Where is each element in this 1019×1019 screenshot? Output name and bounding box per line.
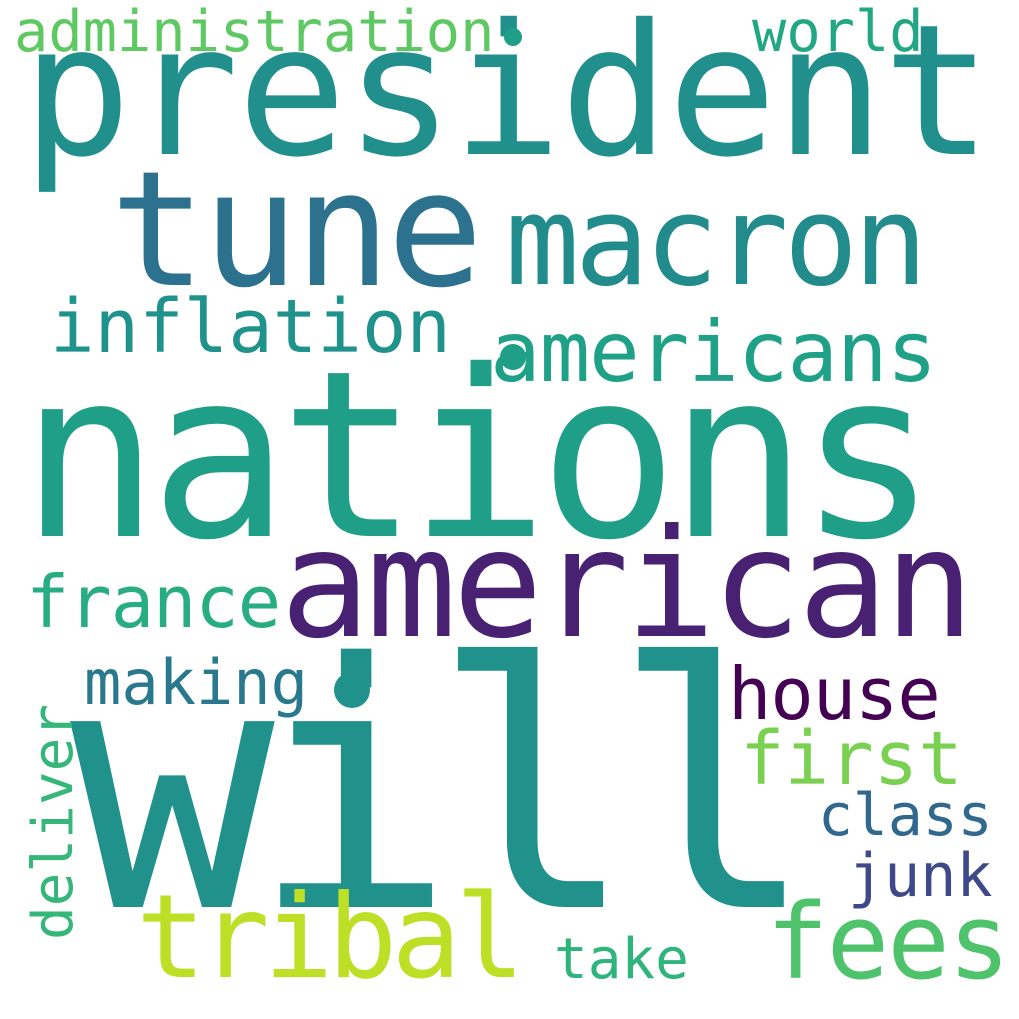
word-junk: junk bbox=[848, 841, 993, 911]
word-macron: macron bbox=[505, 170, 928, 314]
word-world: world bbox=[752, 0, 924, 65]
word-administration: administration bbox=[14, 0, 495, 65]
word-class: class bbox=[818, 781, 993, 849]
word-house: house bbox=[728, 652, 941, 736]
word-fees: fees bbox=[766, 881, 1010, 1003]
word-first: first bbox=[740, 716, 963, 802]
dot-3 bbox=[334, 672, 370, 708]
word-will: will bbox=[70, 592, 817, 988]
word-france: france bbox=[26, 560, 281, 644]
word-deliver: deliver bbox=[21, 703, 86, 940]
word-inflation: inflation bbox=[50, 284, 451, 370]
word-nations: nations bbox=[20, 321, 938, 591]
word-tune: tune bbox=[110, 136, 483, 323]
word-american: american bbox=[280, 498, 974, 672]
word-tribal: tribal bbox=[136, 870, 525, 1005]
word-americans: americans bbox=[490, 303, 937, 401]
dot-1 bbox=[504, 28, 522, 46]
word-take: take bbox=[554, 927, 689, 992]
word-making: making bbox=[84, 646, 308, 719]
dot-2 bbox=[500, 344, 526, 370]
